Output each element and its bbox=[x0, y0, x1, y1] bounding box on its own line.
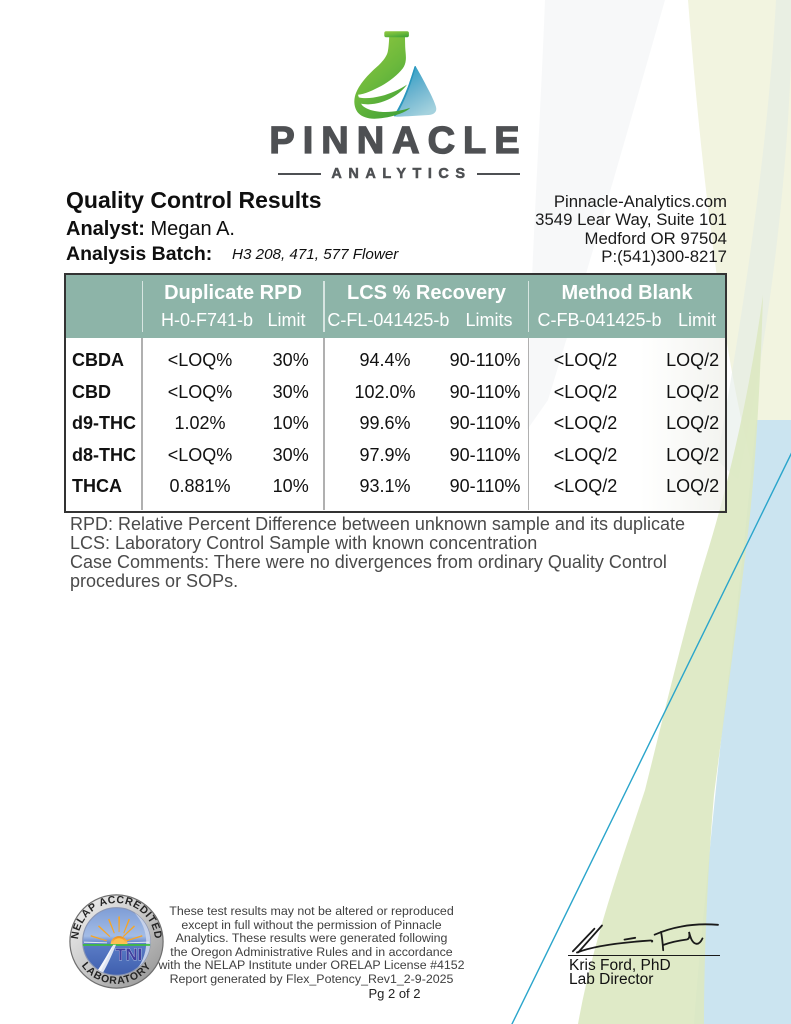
svg-text:TNI: TNI bbox=[116, 946, 143, 964]
